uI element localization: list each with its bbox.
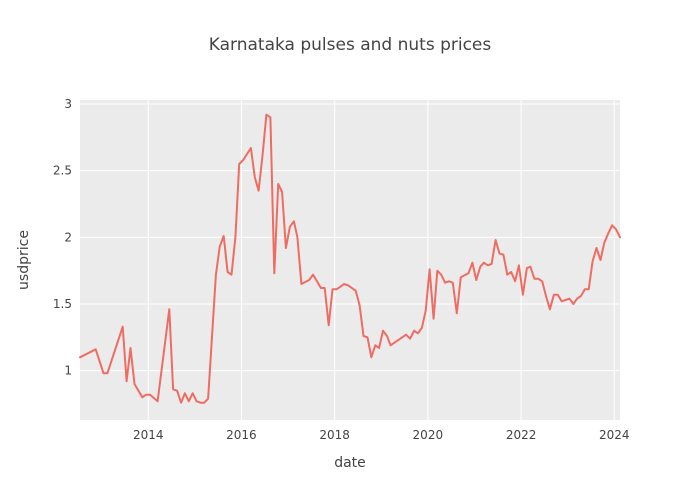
x-tick-label: 2018: [319, 428, 350, 442]
series-line: [79, 113, 621, 404]
y-tick-label: 1.5: [53, 297, 72, 311]
x-tick-label: 2024: [599, 428, 630, 442]
x-tick-label: 2014: [133, 428, 164, 442]
x-gridlines: [147, 100, 615, 420]
y-gridlines: [80, 103, 620, 372]
x-tick-label: 2022: [506, 428, 537, 442]
chart-title: Karnataka pulses and nuts prices: [209, 35, 492, 55]
plot-area: [80, 100, 620, 420]
x-tick-label: 2020: [413, 428, 444, 442]
y-axis-label: usdprice: [16, 230, 32, 290]
y-tick-label: 1: [64, 364, 72, 378]
y-tick-label: 2.5: [53, 164, 72, 178]
x-tick-label: 2016: [226, 428, 257, 442]
y-tick-labels: 1 1.5 2 2.5 3: [53, 97, 72, 378]
y-tick-label: 2: [64, 230, 72, 244]
x-axis-label: date: [334, 455, 366, 471]
y-tick-label: 3: [64, 97, 72, 111]
x-tick-labels: 2014 2016 2018 2020 2022 2024: [133, 428, 630, 442]
